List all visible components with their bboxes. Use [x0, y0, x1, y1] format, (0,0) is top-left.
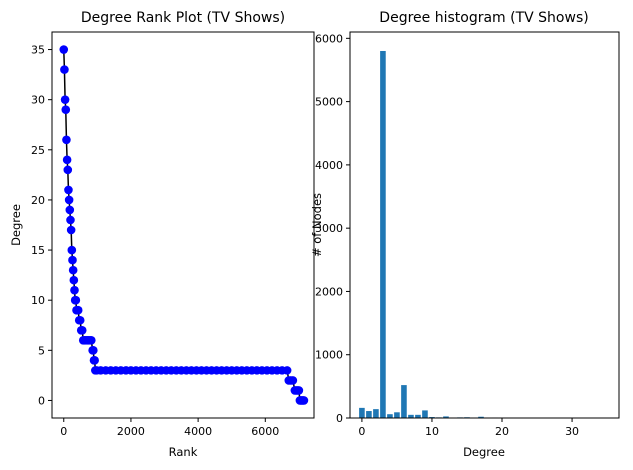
rank-plot-point: [70, 285, 79, 295]
rank-plot-y-tick-label: 25: [31, 144, 45, 157]
rank-plot-x-tick-label: 4000: [184, 425, 212, 438]
rank-plot-point: [282, 366, 292, 375]
rank-plot-y-tick-label: 15: [31, 244, 45, 257]
rank-plot-point: [68, 255, 77, 265]
rank-plot-ylabel: Degree: [9, 204, 23, 246]
histogram-x-ticks: 0 10 20 30: [358, 418, 579, 438]
rank-plot-y-tick-label: 30: [31, 94, 45, 107]
rank-plot-point: [59, 45, 69, 54]
histogram-y-tick-label: 3000: [315, 222, 343, 235]
rank-plot-point: [60, 65, 69, 74]
histogram-bar: [366, 411, 372, 418]
histogram-y-tick-label: 0: [336, 412, 343, 425]
rank-plot-y-tick-label: 20: [31, 194, 45, 207]
rank-plot-point: [62, 155, 72, 165]
rank-plot-point: [294, 386, 304, 395]
rank-plot-x-tick-label: 0: [60, 425, 67, 438]
histogram-frame: [349, 31, 620, 419]
histogram-y-tick-label: 5000: [315, 96, 343, 109]
histogram-bar: [387, 414, 393, 418]
rank-plot-point: [62, 135, 71, 145]
rank-plot-point: [65, 205, 75, 215]
histogram-bar: [443, 416, 449, 418]
rank-plot: Degree Rank Plot (TV Shows) 0 2000 4000 600…: [9, 10, 315, 459]
histogram-x-tick-label: 0: [358, 425, 365, 438]
rank-plot-y-ticks: 0 5 10 15 20 25 30 35: [31, 44, 52, 407]
rank-plot-line: [63, 49, 304, 402]
rank-plot-x-tick-label: 6000: [251, 425, 279, 438]
histogram-ylabel: # of Nodes: [310, 193, 324, 257]
histogram-y-tick-label: 6000: [315, 32, 343, 45]
histogram-x-tick-label: 20: [495, 425, 509, 438]
rank-plot-point: [68, 265, 78, 275]
rank-plot-y-tick-label: 35: [31, 44, 45, 57]
histogram-bar: [401, 385, 407, 418]
histogram-y-tick-label: 1000: [315, 349, 343, 362]
rank-plot-point: [64, 185, 73, 195]
histogram-bar: [422, 410, 428, 418]
rank-plot-point: [87, 335, 96, 345]
histogram-bar: [380, 50, 386, 418]
rank-plot-title: Degree Rank Plot (TV Shows): [81, 10, 285, 26]
histogram-x-tick-label: 30: [565, 425, 579, 438]
rank-plot-point: [66, 225, 76, 235]
histogram-y-tick-label: 2000: [315, 285, 343, 298]
rank-plot-point: [60, 95, 70, 104]
rank-plot-x-tick-label: 2000: [117, 425, 145, 438]
rank-plot-marks: [59, 45, 309, 405]
histogram-bar: [478, 416, 484, 418]
histogram-x-tick-label: 10: [425, 425, 439, 438]
histogram-bar: [373, 409, 379, 418]
histogram-bar: [415, 414, 421, 418]
rank-plot-point: [61, 105, 71, 115]
histogram-y-tick-label: 4000: [315, 159, 343, 172]
histogram-bar: [359, 407, 365, 418]
rank-plot-point: [89, 346, 98, 355]
histogram-bar: [408, 414, 414, 418]
rank-plot-point: [75, 315, 85, 325]
rank-plot-point: [64, 195, 74, 205]
histogram-bars: [359, 50, 610, 418]
rank-plot-point: [288, 376, 298, 385]
rank-plot-point: [71, 295, 81, 305]
histogram-bar: [394, 412, 400, 418]
degree-histogram: Degree histogram (TV Shows) 0 10 20 30 0 100…: [310, 10, 620, 459]
rank-plot-point: [67, 245, 77, 255]
rank-plot-y-tick-label: 5: [38, 344, 45, 357]
rank-plot-xlabel: Rank: [169, 445, 198, 459]
rank-plot-x-ticks: 0 2000 4000 6000: [60, 418, 279, 438]
histogram-y-ticks: 0 1000 2000 3000 4000 5000 6000: [315, 32, 350, 425]
histogram-xlabel: Degree: [463, 445, 505, 459]
rank-plot-y-tick-label: 0: [38, 394, 45, 407]
rank-plot-point: [90, 356, 99, 365]
rank-plot-frame: [51, 31, 315, 419]
rank-plot-point: [77, 325, 87, 335]
rank-plot-point: [73, 305, 83, 315]
rank-plot-point: [66, 215, 75, 225]
rank-plot-point: [299, 396, 309, 405]
rank-plot-point: [69, 275, 79, 285]
rank-plot-y-tick-label: 10: [31, 294, 45, 307]
rank-plot-point: [63, 165, 73, 175]
histogram-title: Degree histogram (TV Shows): [379, 10, 588, 26]
